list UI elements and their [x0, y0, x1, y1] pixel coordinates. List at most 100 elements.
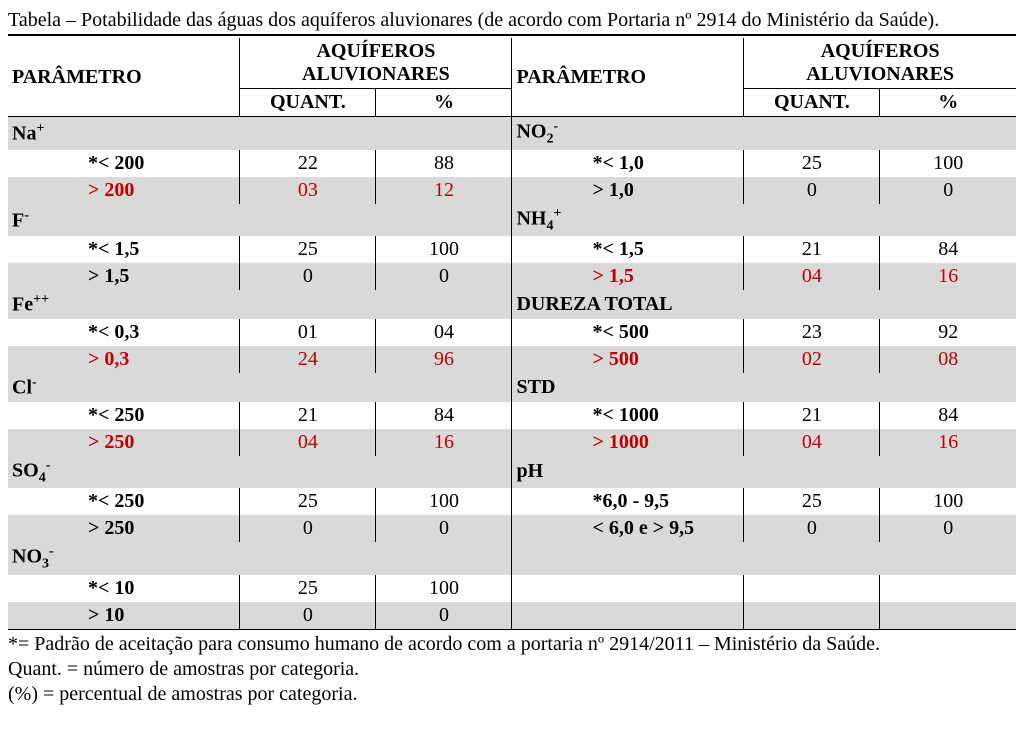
threshold-label: > 250 — [8, 515, 240, 542]
footnote-line: (%) = percentual de amostras por categor… — [8, 682, 1016, 707]
threshold-label: > 1000 — [512, 429, 744, 456]
quant-cell: 0 — [744, 177, 880, 204]
quant-cell — [744, 575, 880, 602]
pct-cell: 100 — [880, 488, 1016, 515]
threshold-label: > 1,5 — [8, 263, 240, 290]
data-row: > 2000312> 1,000 — [8, 177, 1016, 204]
param-group-right: DUREZA TOTAL — [512, 290, 1016, 319]
group-header-row: NO3- — [8, 542, 1016, 575]
pct-cell: 04 — [376, 319, 512, 346]
threshold-label: > 1,0 — [512, 177, 744, 204]
quant-cell: 0 — [744, 515, 880, 542]
quant-cell: 04 — [240, 429, 376, 456]
quant-cell: 25 — [240, 236, 376, 263]
table-title: Tabela – Potabilidade das águas dos aquí… — [8, 8, 1016, 36]
quant-cell — [744, 602, 880, 630]
header-param-left: PARÂMETRO — [8, 38, 240, 117]
param-group-left: SO4- — [8, 456, 512, 489]
pct-cell: 0 — [376, 602, 512, 630]
data-row: *< 1025100 — [8, 575, 1016, 602]
pct-cell: 0 — [376, 263, 512, 290]
header-aquifer-left: AQUÍFEROS ALUVIONARES — [240, 38, 512, 89]
quant-cell: 03 — [240, 177, 376, 204]
param-group-left: Fe++ — [8, 290, 512, 319]
pct-cell: 0 — [376, 515, 512, 542]
quant-cell: 25 — [240, 575, 376, 602]
pct-cell: 100 — [376, 236, 512, 263]
header-quant-right: QUANT. — [744, 89, 880, 117]
header-aquifer-right: AQUÍFEROS ALUVIONARES — [744, 38, 1016, 89]
data-row: *< 1,525100*< 1,52184 — [8, 236, 1016, 263]
threshold-label: *< 250 — [8, 402, 240, 429]
pct-cell: 88 — [376, 150, 512, 177]
threshold-label: *6,0 - 9,5 — [512, 488, 744, 515]
pct-cell — [880, 575, 1016, 602]
param-group-right: STD — [512, 373, 1016, 402]
quant-cell: 22 — [240, 150, 376, 177]
quant-cell: 04 — [744, 263, 880, 290]
quant-cell: 0 — [240, 602, 376, 630]
quant-cell: 0 — [240, 515, 376, 542]
footnote-line: *= Padrão de aceitação para consumo huma… — [8, 632, 1016, 657]
pct-cell: 96 — [376, 346, 512, 373]
quant-cell: 02 — [744, 346, 880, 373]
param-group-right — [512, 542, 1016, 575]
quant-cell: 25 — [744, 488, 880, 515]
quant-cell: 25 — [744, 150, 880, 177]
group-header-row: Fe++DUREZA TOTAL — [8, 290, 1016, 319]
quant-cell: 01 — [240, 319, 376, 346]
threshold-label: > 10 — [8, 602, 240, 630]
pct-cell: 12 — [376, 177, 512, 204]
header-pct-left: % — [376, 89, 512, 117]
data-row: > 1,500> 1,50416 — [8, 263, 1016, 290]
data-row: > 2500416> 10000416 — [8, 429, 1016, 456]
pct-cell: 100 — [376, 488, 512, 515]
data-row: > 25000< 6,0 e > 9,500 — [8, 515, 1016, 542]
threshold-label: < 6,0 e > 9,5 — [512, 515, 744, 542]
threshold-label: *< 200 — [8, 150, 240, 177]
threshold-label: *< 250 — [8, 488, 240, 515]
potability-table: PARÂMETRO AQUÍFEROS ALUVIONARES PARÂMETR… — [8, 38, 1016, 630]
quant-cell: 04 — [744, 429, 880, 456]
group-header-row: SO4-pH — [8, 456, 1016, 489]
pct-cell: 16 — [376, 429, 512, 456]
threshold-label: *< 0,3 — [8, 319, 240, 346]
pct-cell: 84 — [376, 402, 512, 429]
threshold-label: *< 1,0 — [512, 150, 744, 177]
quant-cell: 21 — [744, 236, 880, 263]
quant-cell: 25 — [240, 488, 376, 515]
threshold-label — [512, 575, 744, 602]
pct-cell: 16 — [880, 429, 1016, 456]
param-group-right: pH — [512, 456, 1016, 489]
param-group-right: NO2- — [512, 117, 1016, 150]
quant-cell: 0 — [240, 263, 376, 290]
param-group-left: F- — [8, 204, 512, 237]
data-row: *< 0,30104*< 5002392 — [8, 319, 1016, 346]
threshold-label: > 0,3 — [8, 346, 240, 373]
pct-cell: 100 — [376, 575, 512, 602]
header-pct-right: % — [880, 89, 1016, 117]
threshold-label — [512, 602, 744, 630]
footnote-line: Quant. = número de amostras por categori… — [8, 657, 1016, 682]
threshold-label: > 250 — [8, 429, 240, 456]
threshold-label: > 500 — [512, 346, 744, 373]
group-header-row: F-NH4+ — [8, 204, 1016, 237]
data-row: *< 2502184*< 10002184 — [8, 402, 1016, 429]
pct-cell: 100 — [880, 150, 1016, 177]
data-row: *< 2002288*< 1,025100 — [8, 150, 1016, 177]
threshold-label: *< 1000 — [512, 402, 744, 429]
header-param-right: PARÂMETRO — [512, 38, 744, 117]
param-group-left: Cl- — [8, 373, 512, 402]
threshold-label: *< 10 — [8, 575, 240, 602]
pct-cell — [880, 602, 1016, 630]
threshold-label: > 1,5 — [512, 263, 744, 290]
pct-cell: 0 — [880, 515, 1016, 542]
pct-cell: 08 — [880, 346, 1016, 373]
param-group-left: Na+ — [8, 117, 512, 150]
data-row: *< 25025100*6,0 - 9,525100 — [8, 488, 1016, 515]
pct-cell: 84 — [880, 402, 1016, 429]
quant-cell: 23 — [744, 319, 880, 346]
table-body: Na+NO2-*< 2002288*< 1,025100> 2000312> 1… — [8, 117, 1016, 630]
header-quant-left: QUANT. — [240, 89, 376, 117]
footnotes: *= Padrão de aceitação para consumo huma… — [8, 632, 1016, 707]
